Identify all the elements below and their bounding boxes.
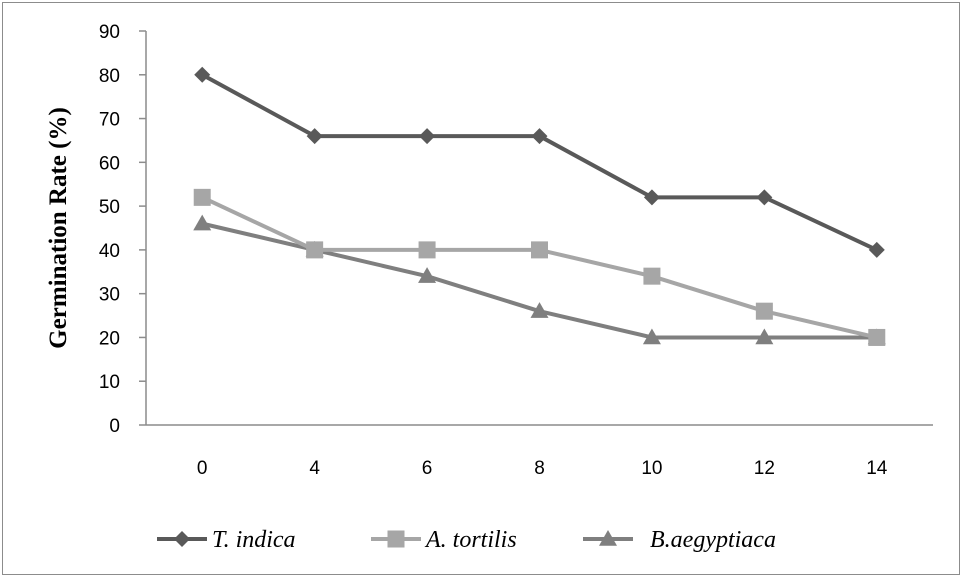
legend-label: A. tortilis bbox=[424, 527, 517, 553]
data-point bbox=[531, 241, 548, 259]
series-line bbox=[201, 73, 878, 252]
legend-label: B.aegyptiaca bbox=[650, 527, 776, 553]
data-point bbox=[194, 66, 211, 83]
y-tick-label: 0 bbox=[109, 416, 120, 437]
y-tick-label: 70 bbox=[99, 110, 120, 131]
series-0 bbox=[194, 66, 885, 258]
data-point bbox=[530, 302, 549, 318]
data-point bbox=[193, 188, 211, 206]
axes bbox=[139, 30, 933, 426]
data-point bbox=[642, 328, 661, 345]
y-axis-label: Germination Rate (%) bbox=[45, 107, 72, 349]
legend-item-1: A. tortilis bbox=[371, 527, 517, 553]
data-point bbox=[868, 241, 885, 258]
data-point bbox=[531, 128, 548, 145]
data-point bbox=[193, 214, 212, 231]
y-tick-label: 60 bbox=[99, 153, 120, 174]
y-tick-label: 20 bbox=[99, 328, 120, 349]
legend: T. indica A. tortilis B.aegyptiaca bbox=[157, 527, 776, 553]
x-tick-label: 4 bbox=[309, 458, 320, 479]
legend-marker bbox=[387, 530, 405, 548]
x-tick-label: 6 bbox=[422, 458, 433, 479]
series-2 bbox=[193, 214, 886, 345]
data-point bbox=[419, 128, 436, 145]
x-tick-label: 10 bbox=[641, 458, 662, 479]
y-tick-label: 90 bbox=[99, 22, 120, 43]
y-tick-labels: 0 10 20 30 40 50 60 70 80 90 bbox=[99, 22, 120, 437]
legend-item-2: B.aegyptiaca bbox=[583, 527, 776, 553]
data-point bbox=[643, 267, 661, 285]
data-point bbox=[643, 189, 660, 206]
legend-marker bbox=[174, 531, 190, 547]
y-tick-label: 50 bbox=[99, 197, 120, 218]
y-tick-label: 80 bbox=[99, 66, 120, 87]
data-point bbox=[418, 241, 436, 259]
data-point bbox=[755, 302, 773, 320]
data-point bbox=[418, 267, 437, 283]
data-point bbox=[306, 241, 324, 259]
series-layer bbox=[193, 66, 886, 346]
legend-item-0: T. indica bbox=[157, 527, 296, 553]
x-tick-label: 12 bbox=[754, 458, 775, 479]
x-tick-labels: 0 4 6 8 10 12 14 bbox=[197, 458, 888, 479]
data-point bbox=[306, 128, 323, 145]
data-point bbox=[868, 328, 886, 346]
series-line bbox=[201, 221, 877, 340]
legend-marker bbox=[599, 530, 617, 546]
x-tick-label: 14 bbox=[866, 458, 888, 479]
x-tick-label: 8 bbox=[534, 458, 545, 479]
data-point bbox=[755, 328, 774, 345]
legend-label: T. indica bbox=[212, 527, 296, 553]
data-point bbox=[756, 189, 773, 206]
series-1 bbox=[193, 188, 886, 346]
y-tick-label: 10 bbox=[99, 372, 120, 393]
y-tick-label: 40 bbox=[99, 241, 120, 262]
y-tick-label: 30 bbox=[99, 285, 120, 306]
x-tick-label: 0 bbox=[197, 458, 208, 479]
